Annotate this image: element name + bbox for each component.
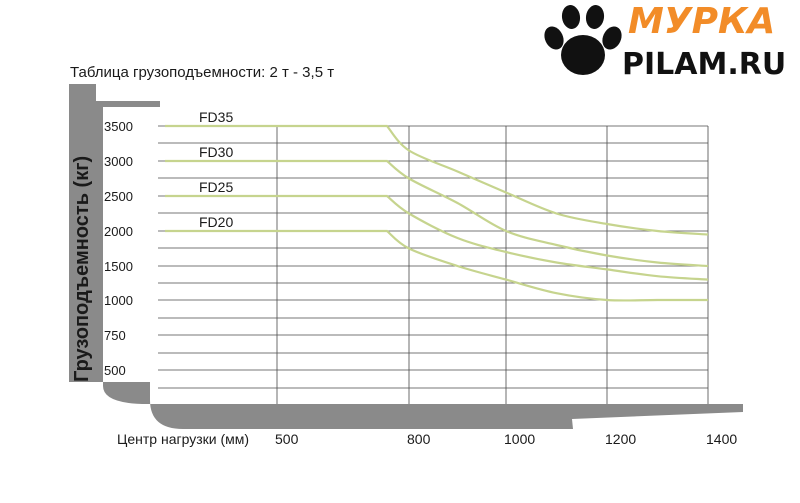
y-tick-label: 3500 <box>104 119 133 134</box>
logo: МУРКА PILAM.RU <box>544 1 786 82</box>
y-tick-label: 1000 <box>104 293 133 308</box>
y-tick-label: 3000 <box>104 154 133 169</box>
series-line-fd35 <box>165 124 709 236</box>
y-tick-label: 2500 <box>104 189 133 204</box>
series-label-fd30: FD30 <box>199 144 233 160</box>
y-tick-label: 500 <box>104 363 126 378</box>
chart-grid <box>158 125 709 404</box>
x-tick-label: 500 <box>275 431 299 447</box>
x-axis-ticks: 500 800 1000 1200 1400 <box>275 431 737 447</box>
chart-series <box>165 124 709 302</box>
y-axis-label: Грузоподъемность (кг) <box>71 156 93 382</box>
series-line-fd20 <box>165 229 708 302</box>
paw-print-icon <box>544 5 622 75</box>
x-axis-label: Центр нагрузки (мм) <box>117 431 249 447</box>
series-label-fd25: FD25 <box>199 179 233 195</box>
logo-text-top: МУРКА <box>628 1 775 42</box>
series-label-fd35: FD35 <box>199 109 233 125</box>
series-label-fd20: FD20 <box>199 214 233 230</box>
chart-title: Таблица грузоподъемности: 2 т - 3,5 т <box>70 64 334 81</box>
series-line-fd30 <box>165 159 709 268</box>
y-tick-label: 750 <box>104 328 126 343</box>
x-tick-label: 1200 <box>605 431 636 447</box>
series-labels: FD35 FD30 FD25 FD20 <box>199 109 233 230</box>
x-tick-label: 800 <box>407 431 431 447</box>
x-tick-label: 1400 <box>706 431 737 447</box>
fork-frame <box>69 84 743 429</box>
logo-text-bottom: PILAM.RU <box>622 47 786 82</box>
series-line-fd25 <box>165 194 709 281</box>
x-tick-label: 1000 <box>504 431 535 447</box>
y-axis-ticks: 500 750 1000 1500 2000 2500 3000 3500 <box>104 119 133 378</box>
y-tick-label: 2000 <box>104 224 133 239</box>
y-tick-label: 1500 <box>104 259 133 274</box>
